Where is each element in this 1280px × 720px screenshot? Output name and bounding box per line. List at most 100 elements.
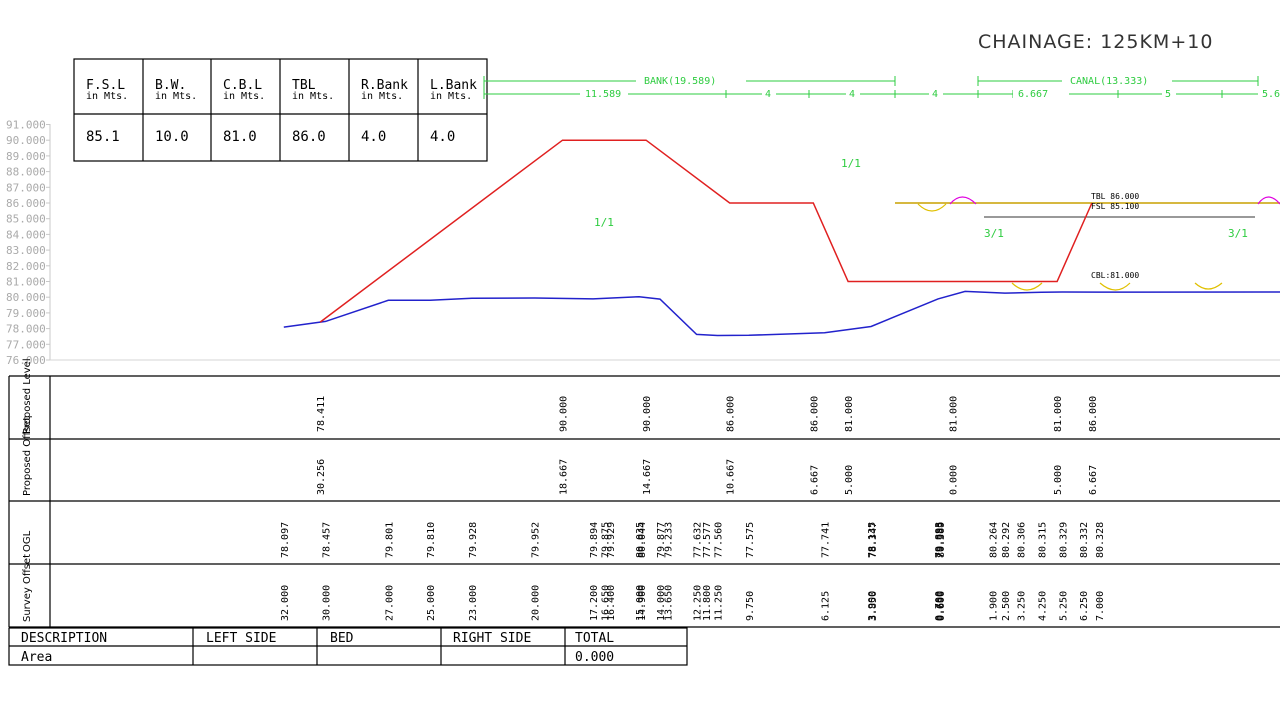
dim-segment-5: 6.667	[1018, 89, 1048, 100]
ogl-value: 80.264	[988, 522, 999, 558]
ogl-value: 77.575	[745, 522, 756, 558]
area-header-bed: BED	[330, 631, 354, 646]
y-tick-label: 76.000	[6, 354, 46, 367]
param-value-fsl: 85.1	[86, 129, 120, 145]
ogl-value: 80.035	[635, 522, 646, 558]
ogl-value: 77.577	[702, 522, 713, 558]
ogl-value: 80.369	[936, 522, 947, 558]
ogl-value: 80.328	[1095, 522, 1106, 558]
proposed-level-value: 81.000	[1053, 396, 1064, 432]
survey-offset-value: 9.750	[745, 591, 756, 621]
proposed-level-value: 81.000	[949, 396, 960, 432]
param-header-tbl: TBL	[292, 78, 316, 93]
survey-offset-value: 25.000	[426, 585, 437, 621]
ogl-value: 77.560	[714, 522, 725, 558]
proposed-level-value: 86.000	[1088, 396, 1099, 432]
ogl-value: 79.801	[384, 522, 395, 558]
area-header-right-side: RIGHT SIDE	[453, 631, 531, 646]
survey-offset-value: 27.000	[384, 585, 395, 621]
survey-offset-value: 30.000	[322, 585, 333, 621]
parameter-table	[73, 58, 488, 162]
proposed-offset-value: 5.000	[844, 465, 855, 495]
param-unit-rbank: in Mts.	[361, 91, 403, 102]
survey-offset-value: 20.000	[531, 585, 542, 621]
dim-segment-6: 5	[1165, 89, 1171, 100]
param-header-cbl: C.B.L	[223, 78, 262, 93]
proposed-level-value: 90.000	[642, 396, 653, 432]
dim-segment-2: 4	[765, 89, 771, 100]
survey-offset-value: 3.850	[868, 591, 879, 621]
param-value-tbl: 86.0	[292, 129, 326, 145]
y-tick-label: 83.000	[6, 244, 46, 257]
slope-label-left: 1/1	[594, 216, 614, 229]
proposed-section-line	[319, 139, 1093, 323]
water-level-lines	[895, 202, 1280, 218]
proposed-level-value: 90.000	[559, 396, 570, 432]
survey-offset-value: 13.650	[663, 585, 674, 621]
y-tick-label: 87.000	[6, 181, 46, 194]
ogl-value: 79.877	[656, 522, 667, 558]
y-tick-label: 85.000	[6, 213, 46, 226]
canal-dimension-label: CANAL(13.333)	[1070, 76, 1148, 87]
ogl-value: 79.928	[468, 522, 479, 558]
area-header-left-side: LEFT SIDE	[206, 631, 276, 646]
survey-offset-value: 16.650	[601, 585, 612, 621]
y-tick-label: 91.000	[6, 119, 46, 132]
param-value-cbl: 81.0	[223, 129, 257, 145]
survey-offset-value: 12.250	[693, 585, 704, 621]
param-header-lbank: L.Bank	[430, 78, 477, 93]
ogl-value: 79.875	[601, 522, 612, 558]
ogl-value: 80.292	[1001, 522, 1012, 558]
fsl-level-label: FSL 85.100	[1091, 202, 1139, 211]
proposed-offset-value: 14.667	[642, 459, 653, 495]
survey-offset-value: 11.250	[714, 585, 725, 621]
proposed-offset-value: 10.667	[726, 459, 737, 495]
survey-offset-value: 32.000	[280, 585, 291, 621]
proposed-offset-value: 30.256	[316, 459, 327, 495]
dim-segment-1: 11.589	[585, 89, 621, 100]
param-header-rbank: R.Bank	[361, 78, 408, 93]
y-tick-label: 88.000	[6, 166, 46, 179]
y-tick-labels: 91.000 90.000 89.000 88.000 87.000 86.000 85.0…	[6, 119, 50, 367]
dim-segment-7: 5.6	[1262, 89, 1280, 100]
ogl-value: 80.329	[1058, 522, 1069, 558]
proposed-level-value: 78.411	[316, 396, 327, 432]
band-label-survey-offset: Survey Offset	[22, 554, 33, 622]
y-tick-label: 86.000	[6, 197, 46, 210]
proposed-offset-value: 0.000	[949, 465, 960, 495]
ogl-value: 78.097	[280, 522, 291, 558]
ogl-value: 80.315	[1037, 522, 1048, 558]
param-value-bw: 10.0	[155, 129, 189, 145]
band-label-ogl: OGL	[22, 530, 33, 552]
ogl-value: 79.233	[663, 522, 674, 558]
ogl-value: 77.632	[693, 522, 704, 558]
bank-dimension-label: BANK(19.589)	[644, 76, 716, 87]
param-unit-tbl: in Mts.	[292, 91, 334, 102]
survey-offset-value: 16.400	[606, 585, 617, 621]
ogl-value: 80.332	[1079, 522, 1090, 558]
slope-label-canal-right: 3/1	[1228, 227, 1248, 240]
survey-offset-value: 0.600	[936, 591, 947, 621]
ogl-value: 79.952	[531, 522, 542, 558]
dim-segment-4: 4	[932, 89, 938, 100]
y-tick-label: 81.000	[6, 276, 46, 289]
y-tick-label: 78.000	[6, 323, 46, 336]
slope-label-canal-left: 3/1	[984, 227, 1004, 240]
ogl-value: 79.810	[426, 522, 437, 558]
slope-label-right: 1/1	[841, 157, 861, 170]
survey-offset-value: 3.900	[867, 591, 878, 621]
proposed-offset-value: 6.667	[809, 465, 820, 495]
area-header-total: TOTAL	[575, 631, 614, 646]
area-table	[8, 627, 688, 666]
survey-offset-value: 4.250	[1037, 591, 1048, 621]
ogl-value: 79.955	[935, 522, 946, 558]
ogl-value: 77.741	[821, 522, 832, 558]
band-values: 78.411 90.000 90.000 86.000 86.000 81.000 81.0…	[280, 396, 1106, 621]
survey-offset-value: 17.200	[589, 585, 600, 621]
band-label-proposed-offset: Proposed Offset	[22, 417, 33, 496]
survey-offset-value: 6.125	[821, 591, 832, 621]
survey-offset-value: 14.900	[637, 585, 648, 621]
ogl-value: 78.347	[868, 522, 879, 558]
ogl-value: 79.929	[606, 522, 617, 558]
proposed-offset-value: 6.667	[1088, 465, 1099, 495]
